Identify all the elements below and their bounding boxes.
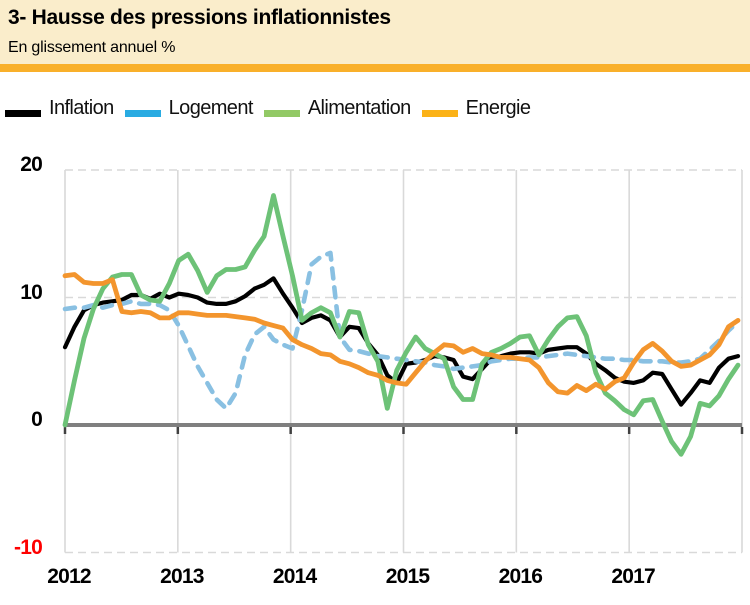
legend-label: Alimentation bbox=[307, 97, 411, 119]
figure-subtitle: En glissement annuel % bbox=[8, 39, 176, 56]
x-axis-label: 2014 bbox=[272, 565, 317, 588]
figure-header: 3- Hausse des pressions inflationnistes … bbox=[0, 0, 750, 64]
y-axis-label: 20 bbox=[20, 153, 43, 176]
chart-legend: Inflation Logement Alimentation Energie bbox=[5, 97, 531, 120]
x-axis-label: 2013 bbox=[160, 565, 204, 588]
legend-item-alimentation: Alimentation bbox=[263, 97, 411, 120]
series-line-inflation bbox=[62, 276, 741, 407]
legend-swatch-energie bbox=[421, 110, 458, 117]
x-axis-label: 2015 bbox=[385, 565, 430, 588]
legend-item-energie: Energie bbox=[421, 97, 531, 120]
legend-item-logement: Logement bbox=[124, 97, 254, 120]
y-axis-label: -10 bbox=[14, 535, 43, 559]
series-line-alimentation bbox=[62, 193, 741, 457]
legend-label: Inflation bbox=[49, 97, 114, 119]
legend-label: Logement bbox=[168, 97, 254, 119]
y-axis-label: 0 bbox=[31, 408, 43, 431]
x-axis-label: 2016 bbox=[498, 565, 543, 588]
legend-label: Energie bbox=[465, 97, 531, 119]
figure-title: 3- Hausse des pressions inflationnistes bbox=[8, 6, 391, 29]
accent-bar bbox=[0, 64, 750, 72]
series-line-energie bbox=[62, 272, 741, 396]
legend-swatch-logement bbox=[124, 110, 161, 117]
x-axis-label: 2017 bbox=[611, 565, 655, 588]
legend-swatch-alimentation bbox=[263, 110, 300, 117]
x-axis-label: 2012 bbox=[47, 565, 91, 588]
legend-swatch-inflation bbox=[5, 110, 41, 117]
legend-item-inflation: Inflation bbox=[5, 97, 114, 120]
y-axis-label: 10 bbox=[20, 280, 43, 304]
